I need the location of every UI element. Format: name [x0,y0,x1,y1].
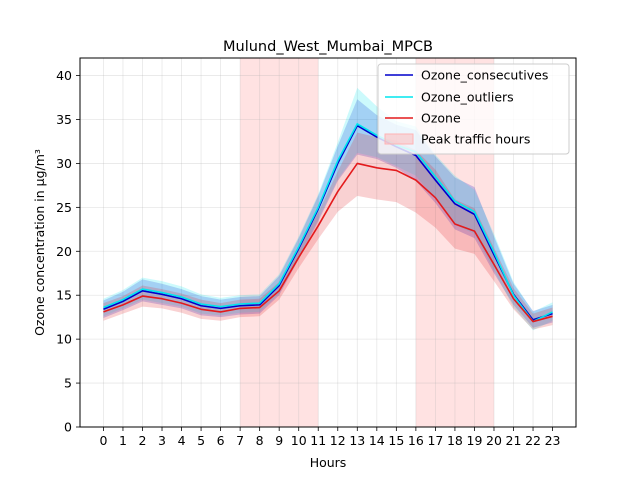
y-tick-label: 40 [56,68,72,83]
x-tick-label: 3 [158,433,166,448]
y-tick-label: 15 [56,288,72,303]
legend-label-ozone-outliers: Ozone_outliers [421,90,514,105]
legend: Ozone_consecutives Ozone_outliers Ozone … [377,63,570,155]
series-lines-layer [103,123,553,323]
x-tick-label: 0 [99,433,107,448]
chart-title: Mulund_West_Mumbai_MPCB [223,39,433,55]
x-tick-label: 21 [506,433,522,448]
x-tick-label: 12 [330,433,346,448]
y-axis-label: Ozone concentration in µg/m³ [32,149,47,336]
legend-frame [377,63,570,155]
series-line-ozone-outliers [103,123,553,323]
x-tick-label: 13 [349,433,365,448]
x-tick-label: 7 [236,433,244,448]
legend-label-ozone: Ozone [421,111,461,126]
y-tick-label: 30 [56,156,72,171]
x-tick-label: 22 [525,433,541,448]
series-line-ozone-consecutives [103,124,553,321]
y-tick-label: 0 [64,420,72,435]
y-tick-label: 20 [56,244,72,259]
y-tick-label: 25 [56,200,72,215]
confidence-band-ozone-outliers [103,87,553,331]
x-tick-label: 20 [486,433,502,448]
x-tick-label: 10 [291,433,307,448]
axis-ticks-layer: 0 1 2 3 4 5 6 7 8 9 10 11 12 13 14 15 16 17 18 19 20 21 22 2305… [56,68,560,448]
y-tick-label: 5 [64,376,72,391]
legend-swatch-peak-traffic [384,133,414,145]
y-tick-label: 10 [56,332,72,347]
x-tick-label: 19 [467,433,483,448]
legend-label-peak-traffic: Peak traffic hours [421,132,530,147]
x-tick-label: 4 [178,433,186,448]
x-tick-label: 17 [427,433,443,448]
series-line-ozone [103,162,553,323]
y-tick-label: 35 [56,112,72,127]
plot-frame [79,57,577,428]
x-tick-label: 18 [447,433,463,448]
x-tick-label: 23 [545,433,561,448]
legend-label-ozone-consecutives: Ozone_consecutives [421,68,548,83]
x-tick-label: 6 [217,433,225,448]
x-tick-label: 2 [139,433,147,448]
peak-traffic-band-1 [240,58,319,427]
x-tick-label: 5 [197,433,205,448]
x-tick-label: 8 [256,433,264,448]
x-tick-label: 16 [408,433,424,448]
confidence-band-ozone-consecutives [103,99,553,328]
x-tick-label: 14 [369,433,385,448]
x-tick-label: 11 [310,433,326,448]
x-tick-label: 9 [275,433,283,448]
x-tick-label: 15 [388,433,404,448]
x-axis-label: Hours [310,455,347,470]
x-tick-label: 1 [119,433,127,448]
